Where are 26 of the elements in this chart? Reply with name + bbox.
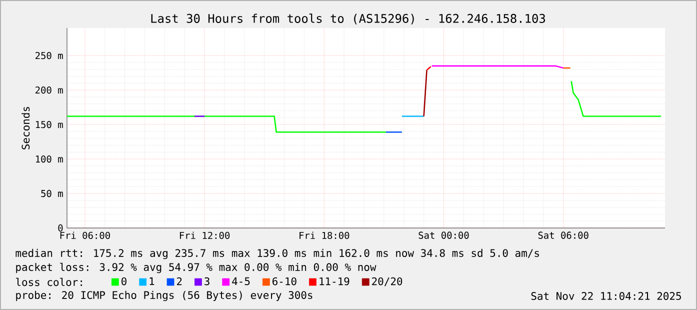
legend-label: 3 xyxy=(204,277,210,286)
y-tick-label: 50 m xyxy=(41,190,63,198)
legend-label: 20/20 xyxy=(372,277,402,286)
x-tick-label: Fri 18:00 xyxy=(300,232,350,240)
legend-label: 2 xyxy=(176,277,182,286)
text: Sat Nov 22 11:04:21 2025 xyxy=(531,292,681,300)
y-tick-label: 250 m xyxy=(36,52,63,60)
y-tick-label: 100 m xyxy=(36,155,63,163)
chart-title: Last 30 Hours from tools to (AS15296) - 162.246.158.103 xyxy=(151,14,546,24)
text: probe: 20 ICMP Echo Pings (56 Bytes) every 300s xyxy=(16,290,312,302)
x-tick-label: Sat 00:00 xyxy=(418,232,469,239)
legend-label: 11-19 xyxy=(320,277,350,286)
x-tick-label: Fri 12:00 xyxy=(180,232,230,240)
text: median rtt: 175.2 ms avg 235.7 ms max 139.0 ms min 162.0 ms now 34.8 ms sd 5.0 am/s xyxy=(16,248,539,260)
legend-label: 6-10 xyxy=(272,277,296,286)
y-tick-label: 200 m xyxy=(36,86,63,94)
legend-label: 4-5 xyxy=(232,277,250,286)
y-tick-label: 0 xyxy=(58,224,63,232)
legend-label: 0 xyxy=(122,277,126,286)
x-tick-label: Fri 06:00 xyxy=(60,232,110,240)
legend-title: loss color: xyxy=(16,278,82,286)
x-tick-label: Sat 06:00 xyxy=(538,232,588,239)
text: packet loss: 3.92 % avg 54.97 % max 0.00 % min 0.00 % now xyxy=(16,262,376,274)
y-tick-label: 150 m xyxy=(36,120,63,128)
y-axis-title: Seconds xyxy=(22,107,30,150)
legend-label: 1 xyxy=(150,277,154,286)
